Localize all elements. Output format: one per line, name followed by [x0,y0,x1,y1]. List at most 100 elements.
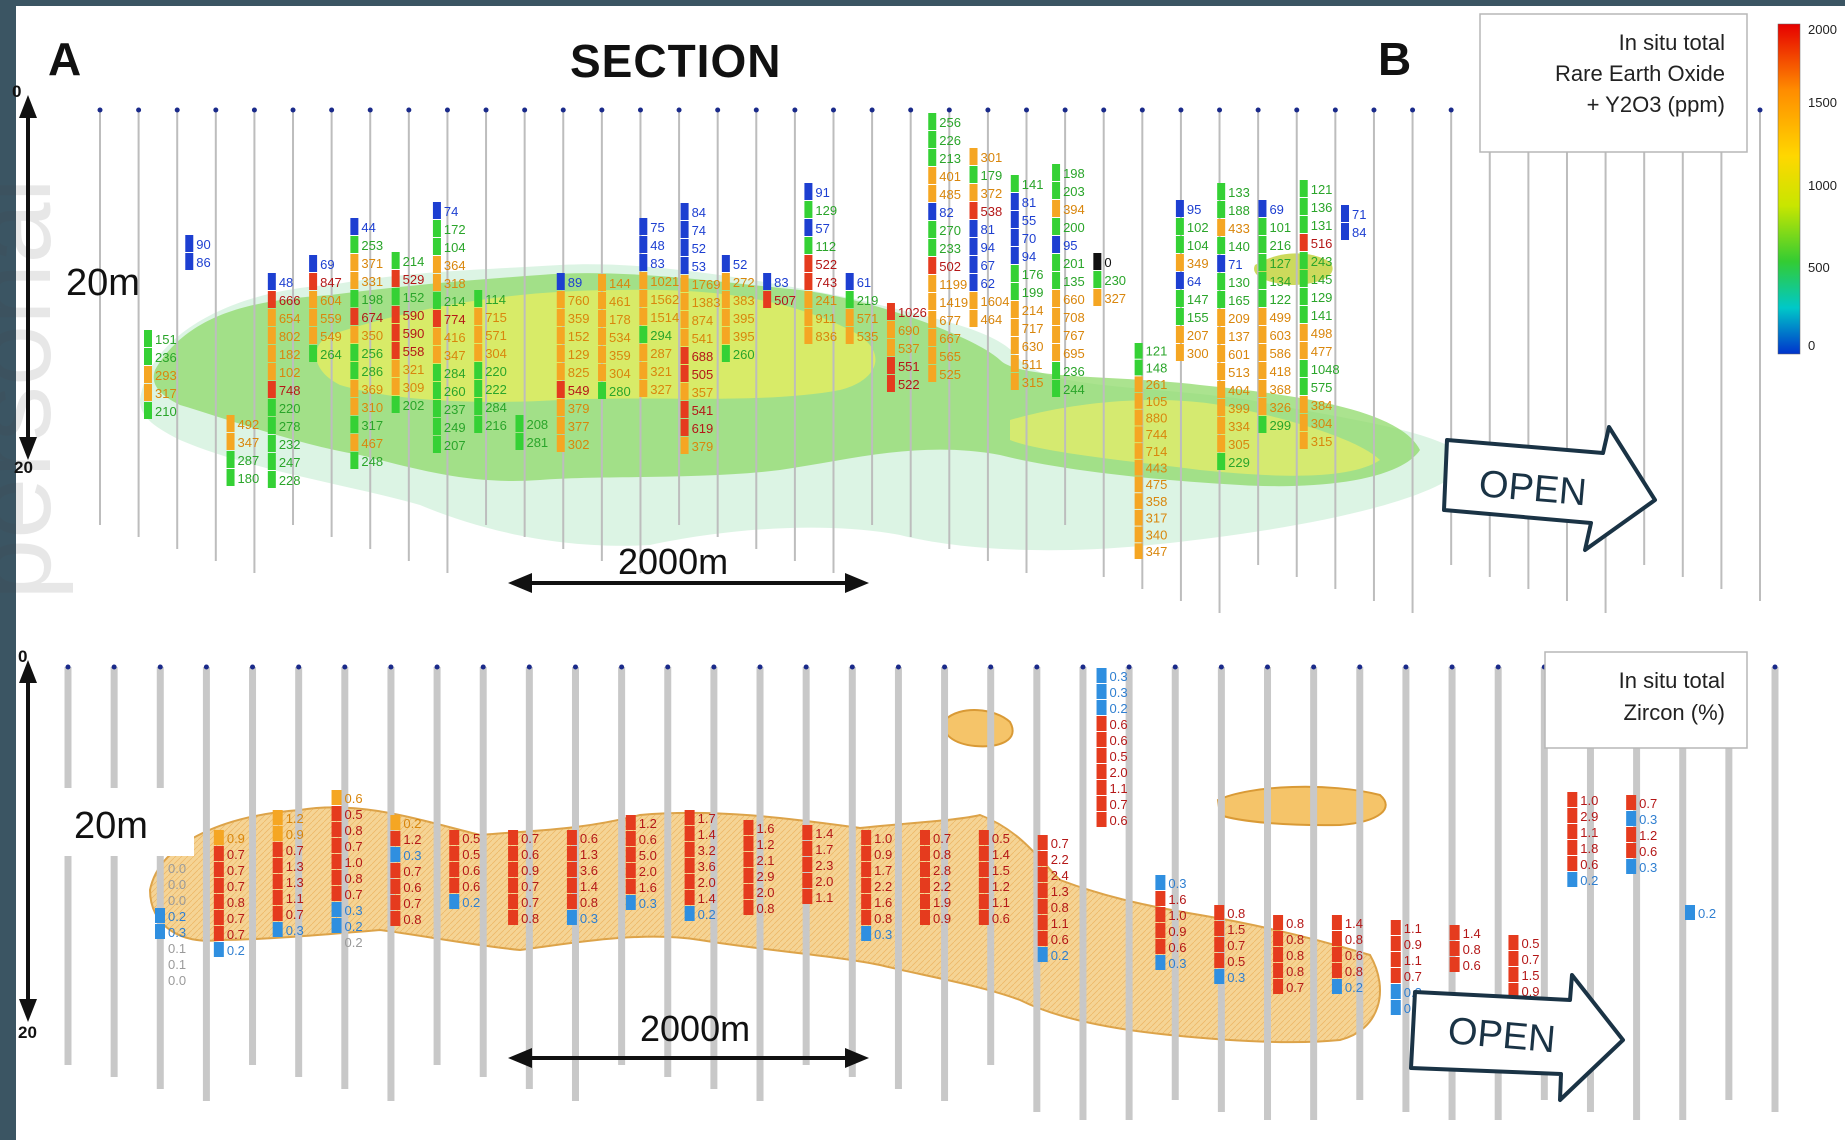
zircon-interval [920,830,930,845]
drillhole-collar [444,107,450,113]
drillhole-22: 141 81 55 70 94 176 199 214 717 630 511 315 [1010,175,1043,390]
assay-interval [226,433,235,450]
drillhole-collar [97,107,103,113]
drillhole-collar [213,107,219,113]
zircon-interval [331,806,342,821]
zircon-value: 1.2 [286,811,304,826]
assay-value: 461 [609,294,631,309]
assay-value: 81 [1022,195,1036,210]
assay-value: 141 [1311,308,1333,323]
drillhole-collar [676,107,682,113]
drillhole-collar [908,107,914,113]
assay-interval [1052,236,1061,253]
assay-interval [680,329,689,346]
drillhole-collar [251,107,257,113]
zircon-value: 1.0 [874,831,892,846]
assay-interval [144,366,152,383]
zircon-interval [802,857,813,872]
drillhole-collar [988,664,994,670]
assay-value: 522 [898,377,920,392]
assay-value: 247 [279,455,301,470]
zircon-interval [272,906,283,921]
zircon-interval [1390,920,1401,935]
assay-interval [267,435,276,452]
zircon-interval [684,858,695,873]
assay-interval [1134,543,1143,559]
zircon-value: 0.8 [1286,916,1304,931]
assay-value: 1021 [650,274,679,289]
assay-interval [1134,476,1143,493]
top-legend-line1: In situ total [1619,30,1725,55]
assay-interval [886,303,895,320]
drillhole-collar [483,107,489,113]
zircon-interval [508,830,519,845]
assay-value: 256 [939,115,961,130]
zircon-value: 0.7 [1521,952,1539,967]
assay-interval [556,273,565,290]
assay-interval [1299,270,1308,287]
zircon-interval [1567,792,1578,807]
zircon-interval [1508,951,1519,966]
assay-value: 178 [609,312,631,327]
top-panel: 1512362933172109086492347287180486666548… [12,13,1837,613]
assay-value: 549 [568,383,590,398]
zircon-interval [1685,905,1695,920]
assay-interval [556,435,565,452]
assay-interval [432,274,441,291]
assay-value: 129 [1311,290,1333,305]
assay-value: 182 [279,347,301,362]
assay-value: 230 [1104,273,1126,288]
drillhole-collar [136,107,142,113]
top-depth-axis: 0 20 20m [12,82,140,477]
assay-value: 317 [155,386,177,401]
zircon-value: 1.1 [1110,781,1128,796]
assay-interval [1299,360,1308,377]
zircon-interval [684,874,695,889]
zircon-hole-3: 1.20.90.71.31.31.10.70.3 [272,810,304,938]
zircon-interval [508,894,519,909]
assay-interval [1217,417,1226,434]
assay-interval [969,292,978,309]
assay-interval [1299,342,1308,359]
bottom-depth-end: 20 [18,1023,37,1042]
bottom-drillhole-lines [64,664,1779,1120]
zircon-value: 2.9 [1580,809,1598,824]
assay-value: 601 [1228,347,1250,362]
assay-value: 145 [1311,272,1333,287]
assay-interval [1010,175,1019,192]
zircon-interval [861,830,872,845]
assay-interval [391,270,400,287]
assay-interval [185,235,194,252]
zircon-hole-10: 1.71.43.23.62.01.40.2 [684,810,716,922]
zircon-value: 0.8 [345,823,363,838]
zircon-interval [802,841,813,856]
assay-value: 121 [1146,344,1168,359]
assay-value: 284 [485,400,507,415]
drillhole-collar [1255,107,1261,113]
bottom-depth-zero: 0 [18,647,27,666]
assay-value: 492 [238,417,260,432]
assay-interval [432,436,441,453]
assay-value: 1419 [939,295,968,310]
drillhole-collar [1217,107,1223,113]
zircon-value: 0.2 [698,907,716,922]
zircon-value: 1.1 [992,895,1010,910]
assay-interval [556,345,565,362]
zircon-value: 0.2 [462,895,480,910]
assay-interval [1258,380,1267,397]
zircon-interval [1155,907,1166,922]
drillhole-11: 89 760 359 152 129 825 549 379 377 302 [556,273,590,452]
drillhole-17: 91 129 57 112 522 743 241 911 836 [804,183,837,344]
assay-value: 74 [692,223,706,238]
zircon-interval [331,870,342,885]
assay-interval [474,308,483,325]
assay-interval [886,339,895,356]
zircon-interval [1508,967,1519,982]
zircon-value: 0.3 [286,923,304,938]
assay-value: 70 [1022,231,1036,246]
assay-value: 347 [444,348,466,363]
assay-value: 130 [1228,275,1250,290]
assay-interval [474,362,483,379]
zircon-interval [625,831,636,846]
